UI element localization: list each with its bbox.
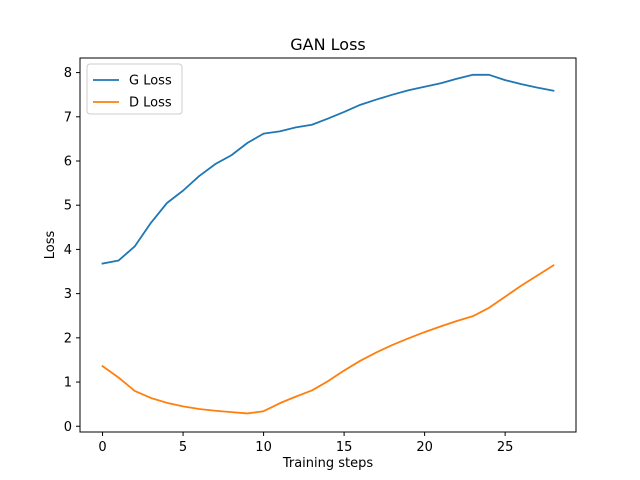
y-tick-label: 8 xyxy=(64,66,72,81)
chart-title: GAN Loss xyxy=(290,35,366,54)
y-axis-label: Loss xyxy=(43,231,58,260)
legend-label: D Loss xyxy=(129,96,172,111)
y-tick-label: 6 xyxy=(64,155,72,170)
y-tick-label: 5 xyxy=(64,199,72,214)
legend: G Loss D Loss xyxy=(86,63,183,115)
x-tick-label: 25 xyxy=(497,440,514,455)
x-tick-label: 20 xyxy=(416,440,433,455)
x-tick-label: 10 xyxy=(255,440,272,455)
y-tick-label: 4 xyxy=(64,243,72,258)
x-tick-label: 5 xyxy=(179,440,187,455)
x-axis-label: Training steps xyxy=(282,456,374,471)
y-tick-label: 0 xyxy=(64,420,72,435)
series-line-g-loss xyxy=(101,73,555,265)
x-tick-label: 0 xyxy=(98,440,106,455)
y-tick-label: 1 xyxy=(64,376,72,391)
x-tick-label: 15 xyxy=(336,440,353,455)
x-axis: 0 5 10 15 20 25 xyxy=(98,432,513,455)
y-tick-label: 7 xyxy=(64,110,72,125)
y-tick-label: 3 xyxy=(64,287,72,302)
series-line-d-loss xyxy=(101,264,555,415)
plot-elements xyxy=(101,73,555,415)
plot-frame xyxy=(79,57,577,433)
y-tick-label: 2 xyxy=(64,331,72,346)
y-axis: 0 1 2 3 4 5 6 7 8 xyxy=(64,66,80,435)
legend-label: G Loss xyxy=(129,74,172,89)
